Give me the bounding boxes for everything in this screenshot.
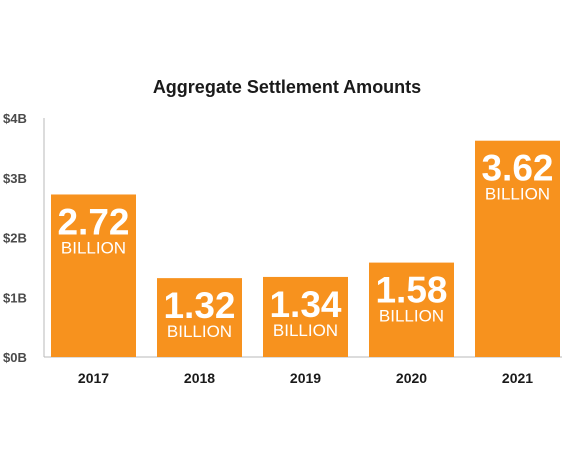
y-tick-label: $0B [3, 350, 27, 365]
bar-2020 [369, 262, 454, 357]
bar-2019 [263, 276, 348, 357]
bar-unit-label: BILLION [167, 322, 232, 341]
bar-2018 [157, 278, 242, 357]
x-tick-label: 2021 [502, 370, 533, 386]
bar-2017 [51, 194, 136, 357]
x-tick-label: 2017 [78, 370, 109, 386]
y-tick-labels: $0B $1B $2B $3B $4B [3, 111, 27, 365]
y-tick-label: $1B [3, 290, 27, 305]
x-tick-label: 2019 [290, 370, 321, 386]
bars: 2.72BILLION1.32BILLION1.34BILLION1.58BIL… [51, 140, 560, 357]
y-tick-label: $3B [3, 171, 27, 186]
bar-value-label: 1.34 [269, 284, 341, 325]
x-tick-label: 2020 [396, 370, 427, 386]
x-tick-labels: 2017 2018 2019 2020 2021 [78, 370, 533, 386]
bar-unit-label: BILLION [379, 307, 444, 326]
bar-value-label: 2.72 [57, 201, 129, 242]
bar-value-label: 1.32 [163, 285, 235, 326]
chart-title: Aggregate Settlement Amounts [153, 77, 421, 97]
bar-unit-label: BILLION [61, 238, 126, 257]
bar-unit-label: BILLION [273, 321, 338, 340]
bar-2021 [475, 140, 560, 357]
bar-unit-label: BILLION [485, 185, 550, 204]
bar-value-label: 3.62 [481, 148, 553, 189]
y-tick-label: $4B [3, 111, 27, 126]
x-tick-label: 2018 [184, 370, 215, 386]
y-tick-label: $2B [3, 231, 27, 246]
bar-value-label: 1.58 [375, 270, 447, 311]
